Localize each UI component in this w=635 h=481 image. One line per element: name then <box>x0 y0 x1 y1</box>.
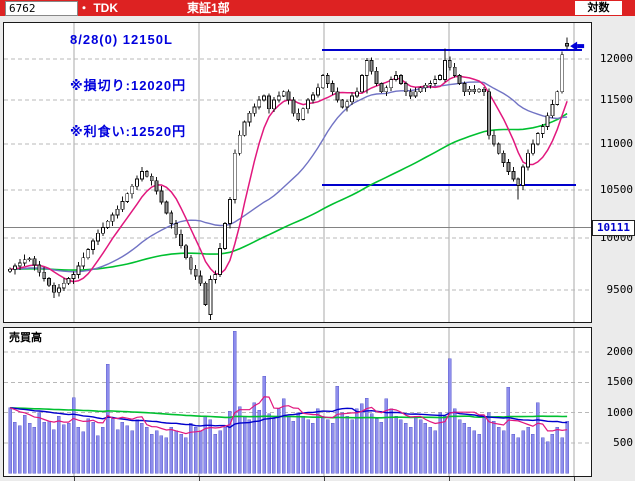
volume-chart-canvas[interactable] <box>4 328 591 476</box>
volume-chart-frame[interactable]: 売買高 <box>3 327 592 477</box>
price-chart-canvas[interactable] <box>4 23 591 322</box>
month-tick <box>574 477 575 481</box>
month-tick <box>324 477 325 481</box>
title-bar: 6762 ・ TDK 東証1部 対数 <box>0 0 635 16</box>
price-axis-label: 10500 <box>599 183 633 196</box>
volume-axis-label: 1000 <box>606 406 634 419</box>
volume-axis-label: 2000 <box>606 345 634 358</box>
price-axis-label: 11000 <box>599 137 633 150</box>
volume-axis-label: 1500 <box>606 375 634 388</box>
trade-annotation: 8/28(0) 12150L ※損切り:12020円 ※利食い:12520円 <box>70 28 186 143</box>
log-scale-toggle[interactable]: 対数 <box>575 1 622 15</box>
annotation-stoploss: ※損切り:12020円 <box>70 78 187 93</box>
month-tick <box>74 477 75 481</box>
volume-pane-title: 売買高 <box>9 332 42 344</box>
annotation-entry: 8/28(0) 12150L <box>70 32 173 47</box>
price-axis-label: 11500 <box>599 93 633 106</box>
annotation-takeprofit: ※利食い:12520円 <box>70 124 187 139</box>
volume-axis-label: 500 <box>613 436 633 449</box>
stock-name-label: ・ TDK <box>78 1 118 15</box>
price-axis-label: 12000 <box>599 52 633 65</box>
market-section-label: 東証1部 <box>187 1 230 15</box>
price-chart-frame[interactable]: 8/28(0) 12150L ※損切り:12020円 ※利食い:12520円 <box>3 22 592 323</box>
month-tick <box>449 477 450 481</box>
month-tick <box>199 477 200 481</box>
price-axis-label: 9500 <box>606 283 634 296</box>
ticker-code-box[interactable]: 6762 <box>5 1 78 16</box>
current-price-badge: 10111 <box>592 220 635 236</box>
